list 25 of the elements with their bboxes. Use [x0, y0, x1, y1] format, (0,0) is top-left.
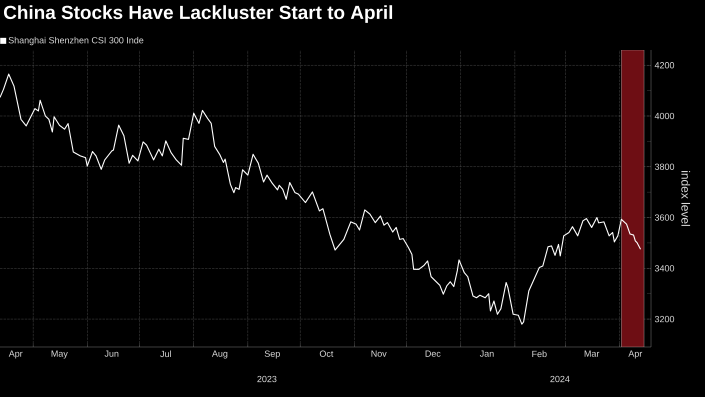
x-tick-label: Jun — [104, 350, 118, 357]
y-axis-title: index level — [681, 171, 690, 226]
y-tick-label: 3600 — [654, 214, 674, 221]
y-tick-label: 3800 — [654, 164, 674, 170]
x-tick-label: May — [52, 350, 68, 359]
y-tick-label: 3400 — [654, 265, 674, 272]
x-tick-label: Nov — [372, 350, 387, 357]
x-tick-label: Mar — [584, 350, 600, 357]
x-tick-label: Dec — [426, 350, 441, 357]
y-tick-label: 4200 — [654, 62, 674, 68]
y-tick-label: 3200 — [654, 316, 674, 322]
x-tick-label: Aug — [212, 350, 228, 359]
legend-label: Shanghai Shenzhen CSI 300 Inde — [8, 36, 144, 46]
x-tick-label: Apr — [628, 350, 642, 359]
x-tick-label: Sep — [264, 350, 280, 359]
x-tick-label: Feb — [532, 350, 547, 358]
line-series — [0, 74, 642, 325]
x-tick-label: Jul — [160, 350, 171, 358]
x-tick-label: Jan — [480, 350, 494, 357]
x-tick-label: Apr — [8, 350, 23, 359]
x-tick-label: Oct — [320, 350, 334, 357]
text: 2023 — [257, 376, 276, 382]
chart-title: China Stocks Have Lackluster Start to April — [4, 5, 392, 23]
text: 2024 — [550, 376, 570, 382]
y-tick-label: 4000 — [654, 112, 674, 120]
